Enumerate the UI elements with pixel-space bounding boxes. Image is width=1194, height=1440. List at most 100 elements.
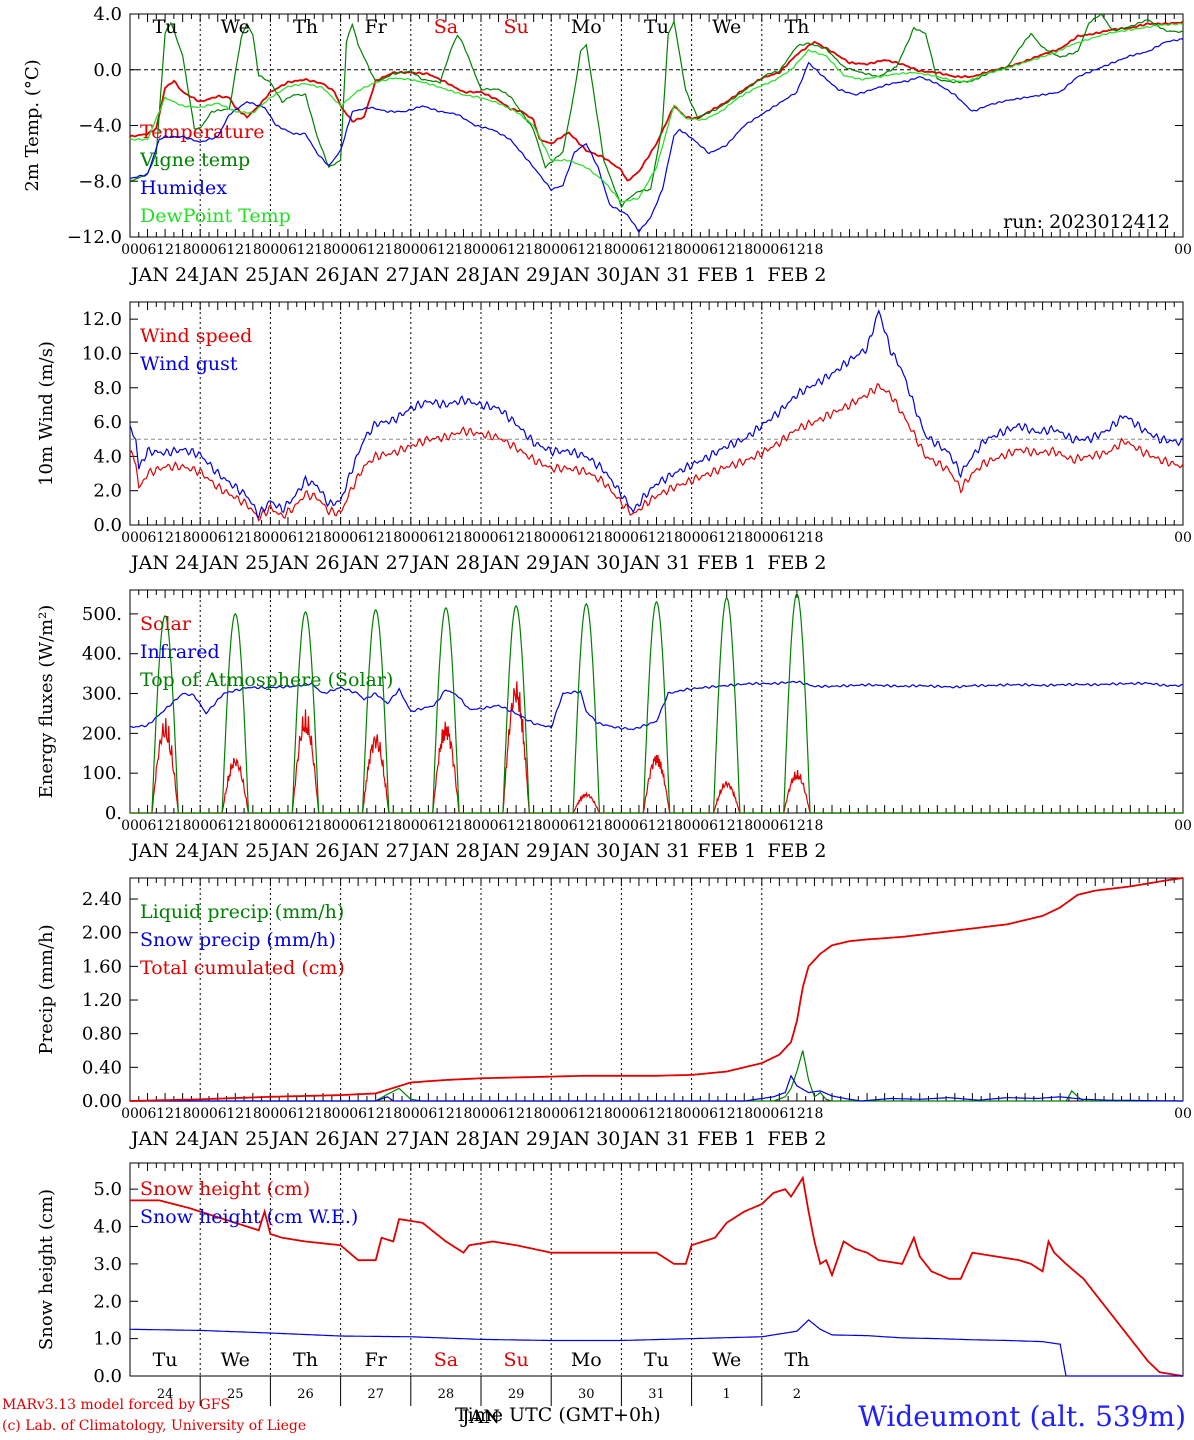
- date-label: JAN 29: [480, 264, 550, 286]
- hour-label: 12: [297, 818, 315, 834]
- hour-label: 00: [402, 1106, 420, 1122]
- hour-label: 18: [525, 1106, 543, 1122]
- hour-label: 12: [577, 1106, 595, 1122]
- hour-label: 18: [806, 1106, 824, 1122]
- weekday-label: We: [712, 16, 741, 38]
- credit-line-model: MARv3.13 model forced by GFS: [2, 1397, 231, 1413]
- weekday-label: Tu: [644, 1349, 669, 1371]
- hour-label: 00: [332, 242, 350, 258]
- hour-label: 12: [367, 530, 385, 546]
- hour-label: 12: [718, 530, 736, 546]
- hour-label: 00: [542, 242, 560, 258]
- hour-label: 06: [279, 1106, 297, 1122]
- y-tick-label: 4.0: [93, 446, 122, 467]
- hour-label: 06: [630, 242, 648, 258]
- series-line-snow-height-cm-w-e-: [130, 1319, 1183, 1377]
- hour-label: 00: [121, 530, 139, 546]
- date-label: JAN 27: [340, 552, 410, 574]
- day-number-label: 31: [648, 1387, 665, 1402]
- y-tick-label: 6.0: [93, 412, 122, 433]
- hour-label: 00: [1174, 530, 1192, 546]
- hour-label: 12: [507, 1106, 525, 1122]
- weekday-label: Tu: [153, 16, 178, 38]
- hour-label: 12: [226, 1106, 244, 1122]
- hour-label: 06: [770, 530, 788, 546]
- y-axis-label: 10m Wind (m/s): [36, 341, 57, 486]
- hour-label: 06: [700, 530, 718, 546]
- date-label: JAN 24: [129, 552, 199, 574]
- hour-label: 18: [595, 1106, 613, 1122]
- hour-label: 18: [665, 1106, 683, 1122]
- hour-label: 00: [612, 530, 630, 546]
- y-tick-label: 200.: [82, 723, 122, 744]
- hour-label: 00: [472, 530, 490, 546]
- hour-label: 00: [683, 242, 701, 258]
- hour-label: 00: [402, 242, 420, 258]
- hour-label: 00: [402, 530, 420, 546]
- hour-label: 18: [174, 530, 192, 546]
- hour-label: 06: [630, 818, 648, 834]
- hour-label: 00: [261, 242, 279, 258]
- hour-label: 00: [191, 530, 209, 546]
- y-axis-label: Energy fluxes (W/m²): [36, 605, 57, 799]
- hour-label: 06: [349, 530, 367, 546]
- weekday-label: We: [712, 1349, 741, 1371]
- hour-label: 12: [507, 530, 525, 546]
- y-tick-label: 5.0: [93, 1179, 122, 1200]
- weekday-label: Su: [503, 16, 528, 38]
- legend-entry: Top of Atmosphere (Solar): [140, 669, 393, 691]
- hour-label: 00: [332, 1106, 350, 1122]
- hour-label: 00: [332, 818, 350, 834]
- hour-label: 00: [753, 818, 771, 834]
- day-number-label: 25: [227, 1387, 244, 1402]
- hour-label: 18: [244, 818, 262, 834]
- legend-entry: Snow height (cm W.E.): [140, 1206, 358, 1228]
- date-label: FEB 2: [767, 1128, 826, 1150]
- date-label: JAN 29: [480, 552, 550, 574]
- legend-entry: Vigne temp: [139, 149, 250, 171]
- hour-label: 06: [419, 242, 437, 258]
- hour-label: 12: [718, 242, 736, 258]
- y-tick-label: 2.0: [93, 1291, 122, 1312]
- hour-label: 00: [402, 818, 420, 834]
- y-tick-label: 0.0: [93, 60, 122, 81]
- hour-label: 00: [191, 242, 209, 258]
- hour-label: 06: [630, 530, 648, 546]
- hour-label: 00: [612, 818, 630, 834]
- hour-label: 18: [595, 818, 613, 834]
- legend-entry: Solar: [140, 613, 192, 635]
- y-tick-label: 2.00: [82, 923, 122, 944]
- date-label: JAN 24: [129, 1128, 199, 1150]
- series-line-vigne-temp: [129, 13, 1184, 209]
- hour-label: 06: [490, 1106, 508, 1122]
- hour-label: 12: [437, 242, 455, 258]
- hour-label: 12: [437, 1106, 455, 1122]
- date-label: JAN 27: [340, 840, 410, 862]
- weekday-label: We: [221, 1349, 250, 1371]
- weekday-label: Mo: [571, 1349, 602, 1371]
- y-axis-label: Precip (mm/h): [36, 924, 57, 1054]
- weekday-label: Fr: [365, 1349, 388, 1371]
- hour-label: 00: [683, 530, 701, 546]
- y-axis-label: Snow height (cm): [36, 1189, 57, 1350]
- run-label: run: 2023012412: [1003, 211, 1170, 233]
- time-axis-title: Time UTC (GMT+0h): [455, 1404, 661, 1426]
- hour-label: 06: [279, 530, 297, 546]
- hour-label: 18: [455, 242, 473, 258]
- hour-label: 06: [770, 818, 788, 834]
- hour-label: 18: [665, 242, 683, 258]
- hour-label: 18: [384, 530, 402, 546]
- hour-label: 00: [683, 1106, 701, 1122]
- hour-label: 12: [788, 1106, 806, 1122]
- date-label: JAN 28: [410, 840, 480, 862]
- date-label: JAN 31: [620, 552, 690, 574]
- hour-label: 00: [121, 818, 139, 834]
- hour-label: 18: [735, 818, 753, 834]
- hour-label: 12: [577, 818, 595, 834]
- day-number-label: 27: [367, 1387, 384, 1402]
- y-tick-label: 500.: [82, 604, 122, 625]
- y-tick-label: 2.0: [93, 481, 122, 502]
- hour-label: 06: [209, 1106, 227, 1122]
- hour-label: 18: [806, 818, 824, 834]
